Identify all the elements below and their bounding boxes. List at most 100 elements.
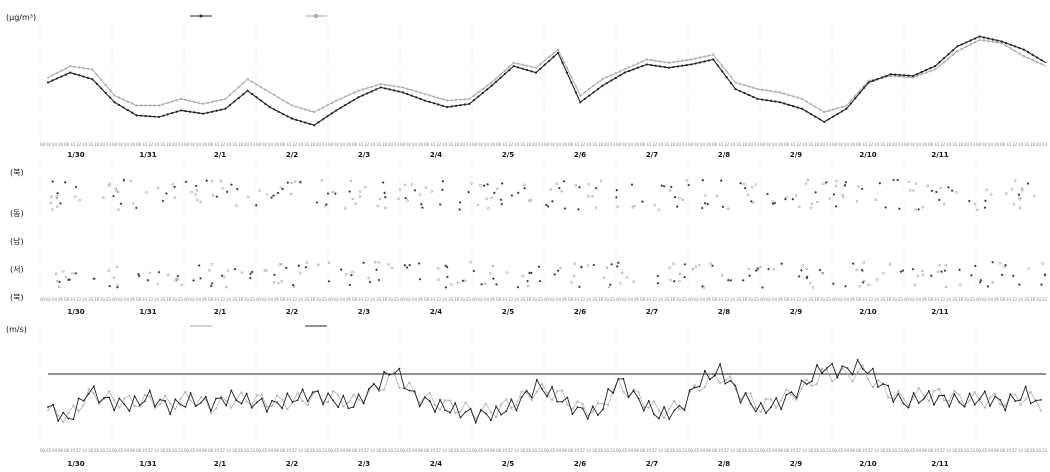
wind-direction-point-lower [408,263,411,267]
pm-series-light-point [574,85,578,88]
pm-series-dark-point [925,68,928,72]
pm-series-light-point [1027,56,1030,60]
wind-hour-tick: 00 [976,448,982,453]
wind-direction-point-lower [860,268,864,272]
pm-series-dark-point [796,106,799,109]
pm-series-light-point [432,95,436,98]
wind-series-light-point [657,409,661,412]
wind-direction-point-lower [304,266,308,269]
wind-direction-point-upper [406,199,409,202]
wind-hour-tick: 20 [748,448,754,453]
pm-hour-tick: 10 [502,142,508,147]
wind-series-dark-point [902,402,905,405]
wind-direction-point-upper [219,179,223,183]
wind-direction-point-lower [958,268,961,272]
wind-direction-point-upper [828,197,831,200]
wind-hour-tick: 16 [736,448,742,453]
pm-series-light-point [654,59,657,63]
pm-series-light-point [991,40,994,43]
wind-direction-point-upper [587,183,590,186]
pm-series-dark-point [725,76,728,79]
wind-direction-point-lower [278,263,281,266]
pm-series-dark-point [259,99,263,102]
wind-direction-point-upper [74,185,78,189]
dir-label-4: (서) [10,265,24,274]
wind-series-dark-point [642,409,645,412]
wind-series-light-point [535,390,538,393]
wind-day-label: 2/4 [430,460,442,468]
wind-series-dark-point [67,417,70,420]
pm-series-light-point [348,93,351,96]
pm-series-light-point [135,104,138,107]
wind-direction-point-lower [1000,273,1004,277]
wind-series-light-point [749,392,752,395]
wind-hour-tick: 12 [940,448,946,453]
pm-series-dark-point [117,103,121,106]
pm-hour-tick: 00 [904,142,910,147]
wind-direction-point-upper [989,193,993,196]
pm-series-light-point [250,80,254,84]
wind-direction-point-upper [289,192,293,195]
dir-hour-tick: 10 [718,297,724,302]
wind-direction-point-lower [297,264,301,267]
wind-direction-point-upper [785,196,788,199]
wind-series-light-point [673,399,676,403]
pm-hour-tick: 02 [622,142,628,147]
pm-series-dark-point [499,76,502,79]
wind-direction-point-upper [816,200,819,204]
pm-series-light-point [68,64,72,68]
pm-series-dark-point [694,62,697,65]
wind-hour-tick: 12 [724,448,730,453]
wind-direction-point-lower [291,283,295,287]
wind-direction-point-upper [784,197,787,201]
wind-hour-tick: 10 [718,448,724,453]
pm-series-dark-point [654,64,657,67]
wind-hour-tick: 14 [514,448,520,453]
wind-direction-point-upper [364,185,367,189]
wind-direction-point-upper [834,184,838,188]
wind-direction-point-upper [939,186,942,190]
wind-series-dark-point [77,397,80,400]
wind-direction-point-upper [825,181,828,184]
wind-direction-point-upper [184,180,188,184]
wind-series-light-point [494,416,498,419]
wind-direction-point-lower [377,278,381,282]
pm-series-dark-point [685,63,688,67]
wind-direction-point-upper [685,179,689,182]
dir-hour-tick: 00 [544,297,550,302]
pm-series-light-point [499,73,502,76]
pm-hour-tick: 12 [1012,142,1018,147]
wind-direction-point-upper [720,179,723,182]
wind-series-dark-point [810,380,813,383]
wind-series-dark-point [566,396,569,399]
wind-series-dark-point [892,401,895,403]
wind-direction-point-lower [176,274,180,278]
wind-hour-tick: 10 [862,448,868,453]
wind-direction-point-upper [117,190,120,194]
wind-day-label: 2/8 [718,460,730,468]
pm-hour-tick: 12 [508,142,514,147]
dir-day-label: 2/3 [358,308,370,316]
wind-direction-point-lower [64,276,68,279]
wind-direction-point-lower [694,265,698,268]
wind-series-light-point [861,364,864,367]
pm-hour-tick: 20 [460,142,466,147]
wind-hour-tick: 14 [802,448,808,453]
pm-series-dark-point [148,115,152,118]
wind-series-light-point [764,397,768,401]
pm-hour-tick: 20 [244,142,250,147]
wind-series-dark-point [479,409,482,411]
wind-direction-point-upper [917,208,920,211]
dir-hour-tick: 12 [1012,297,1018,302]
wind-direction-point-upper [145,191,148,194]
wind-series-dark-point [108,396,111,399]
wind-series-light-point [169,402,172,405]
dir-hour-tick: 00 [328,297,334,302]
pm-series-light-point [326,103,329,107]
wind-direction-point-upper [55,205,59,208]
pm-series-light-point [539,62,542,66]
pm-hour-tick: 20 [172,142,178,147]
dir-hour-tick: 12 [292,297,298,302]
wind-direction-point-lower [711,264,714,267]
pm-hour-tick: 20 [100,142,106,147]
